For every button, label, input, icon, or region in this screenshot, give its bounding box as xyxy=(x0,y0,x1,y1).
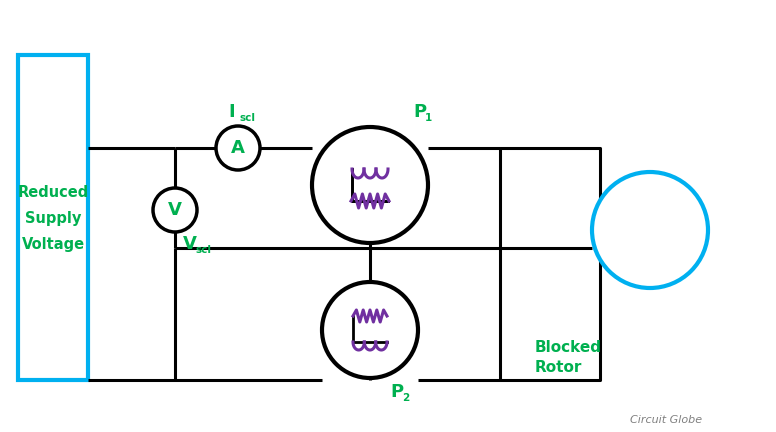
Circle shape xyxy=(216,126,260,170)
Text: 1: 1 xyxy=(425,113,432,123)
Text: V: V xyxy=(168,201,182,219)
Circle shape xyxy=(153,188,197,232)
Text: Circuit Globe: Circuit Globe xyxy=(630,415,702,425)
Text: Voltage: Voltage xyxy=(22,237,85,252)
Text: Supply: Supply xyxy=(25,211,81,226)
Circle shape xyxy=(312,127,428,243)
Text: scl: scl xyxy=(195,245,211,255)
Text: 2: 2 xyxy=(402,393,409,403)
Text: Motor: Motor xyxy=(627,242,674,256)
Text: P: P xyxy=(413,103,426,121)
Text: Reduced: Reduced xyxy=(17,185,88,200)
Text: Rotor: Rotor xyxy=(535,360,582,375)
Text: P: P xyxy=(390,383,403,401)
Text: V: V xyxy=(183,235,197,253)
Text: scl: scl xyxy=(240,113,256,123)
Text: Blocked: Blocked xyxy=(535,340,602,356)
Circle shape xyxy=(592,172,708,288)
Text: Induction: Induction xyxy=(613,223,687,237)
Bar xyxy=(18,55,88,380)
Text: A: A xyxy=(231,139,245,157)
Text: 3 Phase: 3 Phase xyxy=(619,204,681,218)
Circle shape xyxy=(322,282,418,378)
Text: I: I xyxy=(228,103,234,121)
